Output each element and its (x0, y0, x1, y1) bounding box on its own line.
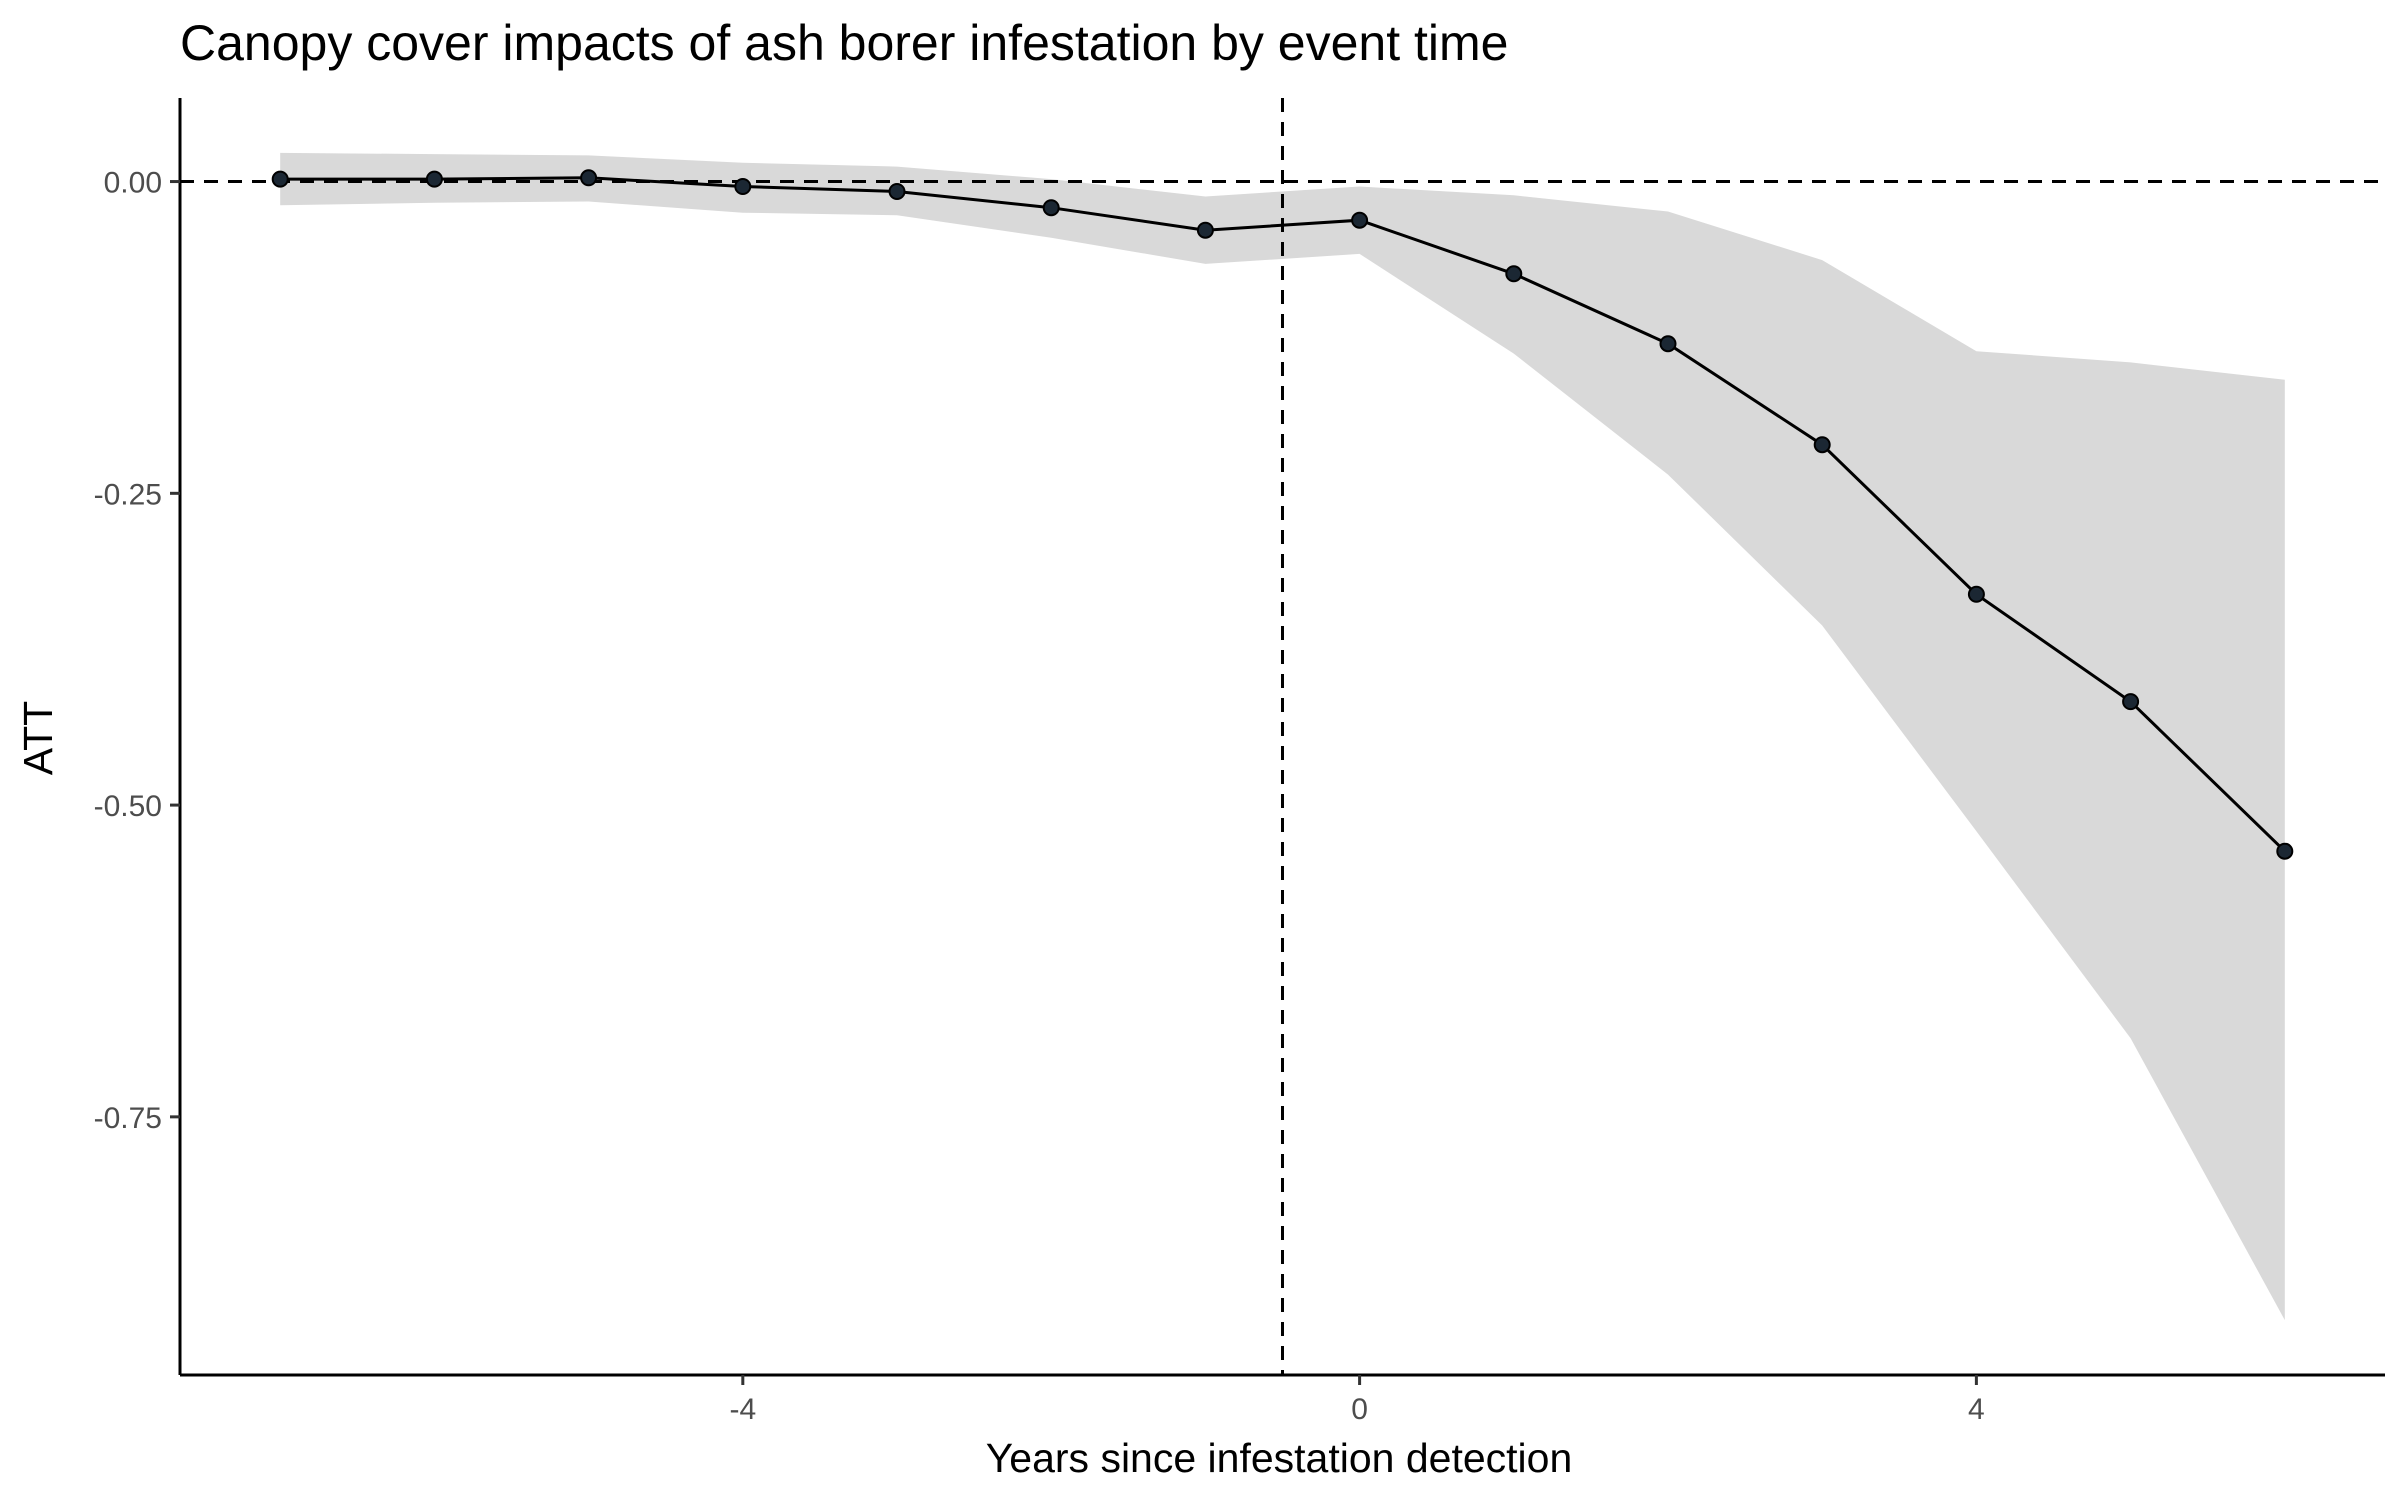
data-point (425, 170, 443, 188)
data-point (2122, 693, 2140, 711)
chart-title: Canopy cover impacts of ash borer infest… (180, 15, 1508, 71)
x-axis-title: Years since infestation detection (986, 1435, 1573, 1481)
data-point (1351, 211, 1369, 229)
series-line (280, 176, 2286, 853)
data-point (888, 183, 906, 200)
x-tick-label: 4 (1968, 1393, 1985, 1426)
data-point (1196, 221, 1214, 239)
series-line-layer (280, 176, 2286, 853)
data-point (1042, 199, 1060, 217)
reference-lines (180, 98, 2385, 1375)
y-tick-label: -0.50 (94, 790, 162, 823)
series-points-layer (271, 169, 2294, 860)
y-axis-title: ATT (15, 701, 61, 775)
data-point (580, 169, 598, 187)
data-point (1505, 265, 1523, 283)
axes: -4 0 4 0.00 -0.25 -0.50 -0.75 (94, 98, 2385, 1426)
y-tick-label: 0.00 (104, 167, 162, 200)
data-point (1813, 436, 1831, 454)
data-point (1659, 335, 1677, 353)
data-point (1967, 585, 1985, 603)
data-point (734, 178, 752, 195)
x-tick-label: -4 (729, 1393, 756, 1426)
data-point (271, 170, 289, 188)
x-tick-label: 0 (1351, 1393, 1368, 1426)
data-point (2276, 842, 2294, 860)
confidence-band-layer (280, 152, 2285, 1321)
confidence-band (280, 152, 2285, 1321)
y-tick-label: -0.75 (94, 1102, 162, 1135)
plot-area: -4 0 4 0.00 -0.25 -0.50 -0.75 (94, 98, 2385, 1426)
y-tick-label: -0.25 (94, 478, 162, 511)
